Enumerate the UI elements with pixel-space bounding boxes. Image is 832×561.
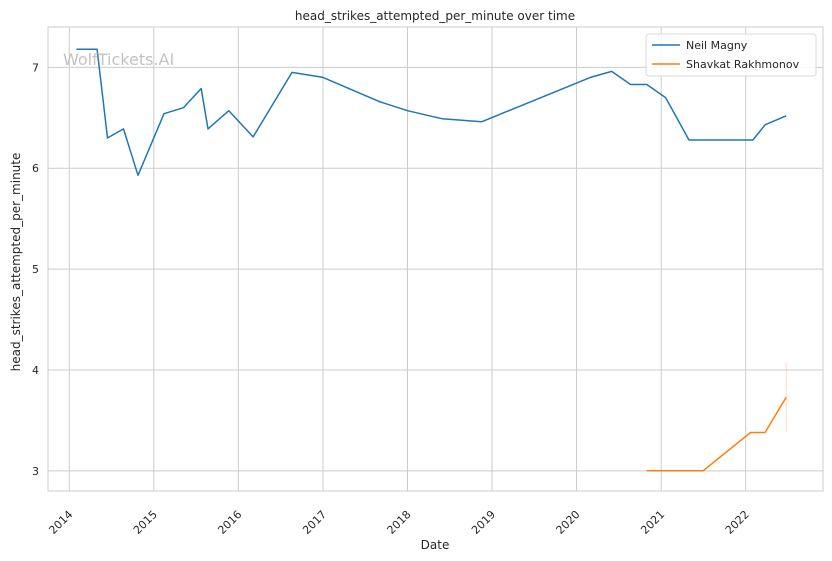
y-tick-label: 3 (32, 465, 39, 478)
legend-label: Shavkat Rakhmonov (686, 58, 800, 71)
y-tick-label: 7 (32, 61, 39, 74)
x-tick-label: 2020 (554, 508, 583, 537)
series-line-0 (76, 48, 787, 177)
series-line-1 (646, 396, 787, 472)
x-tick-label: 2022 (723, 508, 752, 537)
x-tick-label: 2017 (300, 508, 329, 537)
x-axis-title: Date (421, 538, 450, 552)
legend: Neil Magny Shavkat Rakhmonov (645, 33, 817, 77)
x-tick-label: 2014 (46, 508, 75, 537)
grid-lines (48, 27, 823, 491)
watermark: WolfTickets.AI (63, 50, 174, 69)
x-tick-label: 2019 (469, 508, 498, 537)
y-tick-label: 5 (32, 263, 39, 276)
x-tick-label: 2018 (385, 508, 414, 537)
plot-area (47, 26, 824, 492)
y-tick-label: 4 (32, 364, 39, 377)
x-axis-ticks: 2014 2015 2016 2017 2018 2019 2020 2021 2022 (46, 508, 751, 537)
legend-box (645, 33, 817, 77)
series-lines (76, 48, 787, 472)
chart-title: head_strikes_attempted_per_minute over t… (295, 9, 575, 23)
y-axis-ticks: 3 4 5 6 7 (32, 61, 39, 477)
x-tick-label: 2015 (131, 508, 160, 537)
x-tick-label: 2016 (215, 508, 244, 537)
legend-label: Neil Magny (686, 39, 748, 52)
y-tick-label: 6 (32, 162, 39, 175)
y-axis-title: head_strikes_attempted_per_minute (9, 153, 23, 372)
x-tick-label: 2021 (638, 508, 667, 537)
